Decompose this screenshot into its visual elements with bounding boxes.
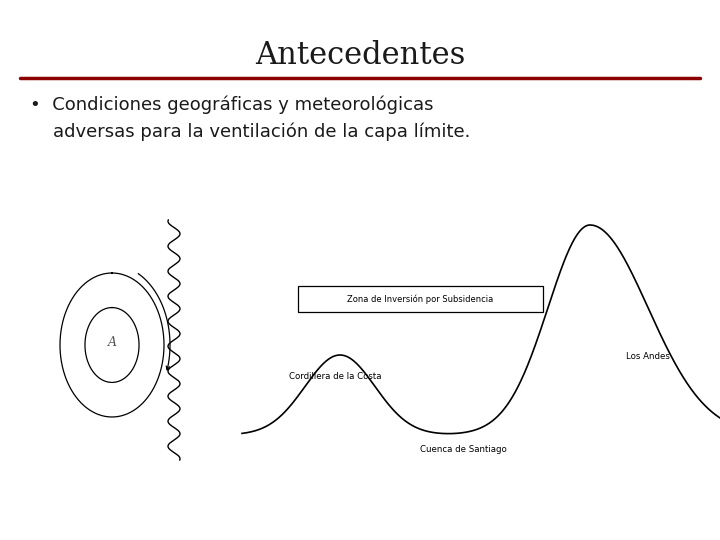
Text: Zona de Inversión por Subsidencia: Zona de Inversión por Subsidencia [347, 294, 494, 303]
Text: Cordillera de la Costa: Cordillera de la Costa [289, 372, 382, 381]
Text: Cuenca de Santiago: Cuenca de Santiago [420, 445, 506, 454]
Text: Antecedentes: Antecedentes [255, 40, 465, 71]
Text: •  Condiciones geográficas y meteorológicas
    adversas para la ventilación de : • Condiciones geográficas y meteorológic… [30, 95, 470, 141]
Text: Los Andes: Los Andes [626, 352, 670, 361]
Text: A: A [107, 336, 117, 349]
Bar [298, 286, 543, 312]
